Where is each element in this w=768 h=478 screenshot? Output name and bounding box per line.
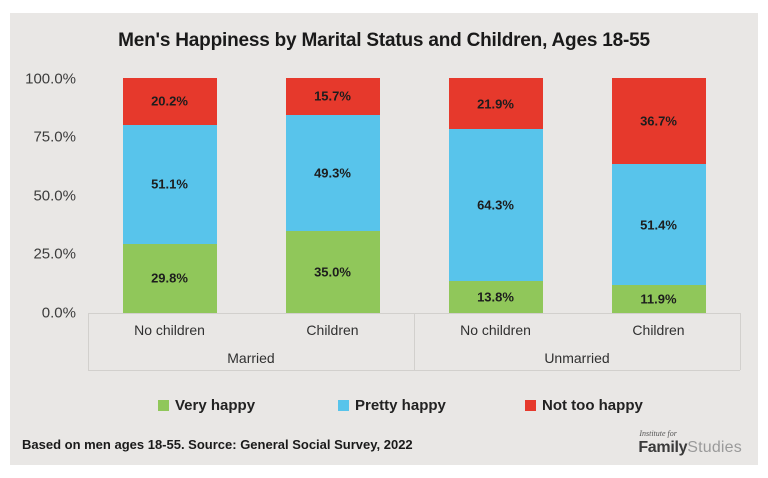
legend-swatch-not-too-happy <box>525 399 536 411</box>
y-tick-label: 75.0% <box>33 128 76 146</box>
logo-brand-light: Studies <box>687 439 742 456</box>
bar-value-label: 15.7% <box>314 88 351 104</box>
bar-segment: 51.4% <box>611 164 706 286</box>
category-label: No children <box>134 322 205 338</box>
bar-segment: 35.0% <box>285 230 380 313</box>
group-divider-line <box>414 313 415 370</box>
bar-segment: 64.3% <box>448 129 543 281</box>
legend-swatch-pretty-happy <box>338 399 349 411</box>
bar-value-label: 35.0% <box>314 264 351 280</box>
stacked-bar: 11.9% 51.4% 36.7% <box>611 78 706 313</box>
category-label: No children <box>460 322 531 338</box>
category-box-bottom-line <box>88 370 740 371</box>
bar-value-label: 13.8% <box>477 289 514 305</box>
bar-value-label: 20.2% <box>151 93 188 109</box>
y-tick-label: 100.0% <box>25 70 76 88</box>
legend-label: Very happy <box>175 396 256 414</box>
category-box-right-line <box>740 313 741 370</box>
y-tick-label: 50.0% <box>33 187 76 205</box>
bar-segment: 51.1% <box>122 124 217 244</box>
legend-item: Very happy <box>158 396 256 414</box>
bar-segment: 36.7% <box>611 78 706 165</box>
bar-value-label: 51.4% <box>640 217 677 233</box>
legend-label: Pretty happy <box>355 396 446 414</box>
legend-swatch-very-happy <box>158 399 169 411</box>
bar-segment: 15.7% <box>285 78 380 115</box>
bar-segment: 21.9% <box>448 78 543 130</box>
group-label: Unmarried <box>544 350 610 366</box>
logo-brand-bold: Family <box>638 439 688 456</box>
bar-value-label: 64.3% <box>477 197 514 213</box>
chart-title: Men's Happiness by Marital Status and Ch… <box>118 30 650 51</box>
y-tick-label: 0.0% <box>41 304 76 322</box>
category-label: Children <box>632 322 685 338</box>
stacked-bar: 35.0% 49.3% 15.7% <box>285 78 380 313</box>
bar-segment: 29.8% <box>122 243 217 313</box>
category-box-left-line <box>88 313 89 370</box>
bar-segment: 11.9% <box>611 285 706 313</box>
group-label: Married <box>227 350 275 366</box>
stacked-bar: 13.8% 64.3% 21.9% <box>448 78 543 313</box>
source-note: Based on men ages 18-55. Source: General… <box>22 437 413 452</box>
category-label: Children <box>306 322 359 338</box>
stacked-bar: 29.8% 51.1% 20.2% <box>122 78 217 313</box>
chart-panel: Men's Happiness by Marital Status and Ch… <box>10 13 758 465</box>
legend-item: Pretty happy <box>338 396 446 414</box>
bar-segment: 13.8% <box>448 280 543 313</box>
bar-segment: 20.2% <box>122 78 217 125</box>
y-tick-label: 25.0% <box>33 245 76 263</box>
legend-label: Not too happy <box>542 396 643 414</box>
legend-item: Not too happy <box>525 396 643 414</box>
bar-value-label: 21.9% <box>477 96 514 112</box>
bar-value-label: 49.3% <box>314 165 351 181</box>
bar-value-label: 29.8% <box>151 270 188 286</box>
bar-value-label: 36.7% <box>640 113 677 129</box>
logo-tagline: Institute for <box>639 429 677 438</box>
bar-value-label: 51.1% <box>151 176 188 192</box>
bar-value-label: 11.9% <box>640 291 677 307</box>
bar-segment: 49.3% <box>285 114 380 231</box>
ifs-logo: Institute for FamilyStudies <box>638 430 742 456</box>
